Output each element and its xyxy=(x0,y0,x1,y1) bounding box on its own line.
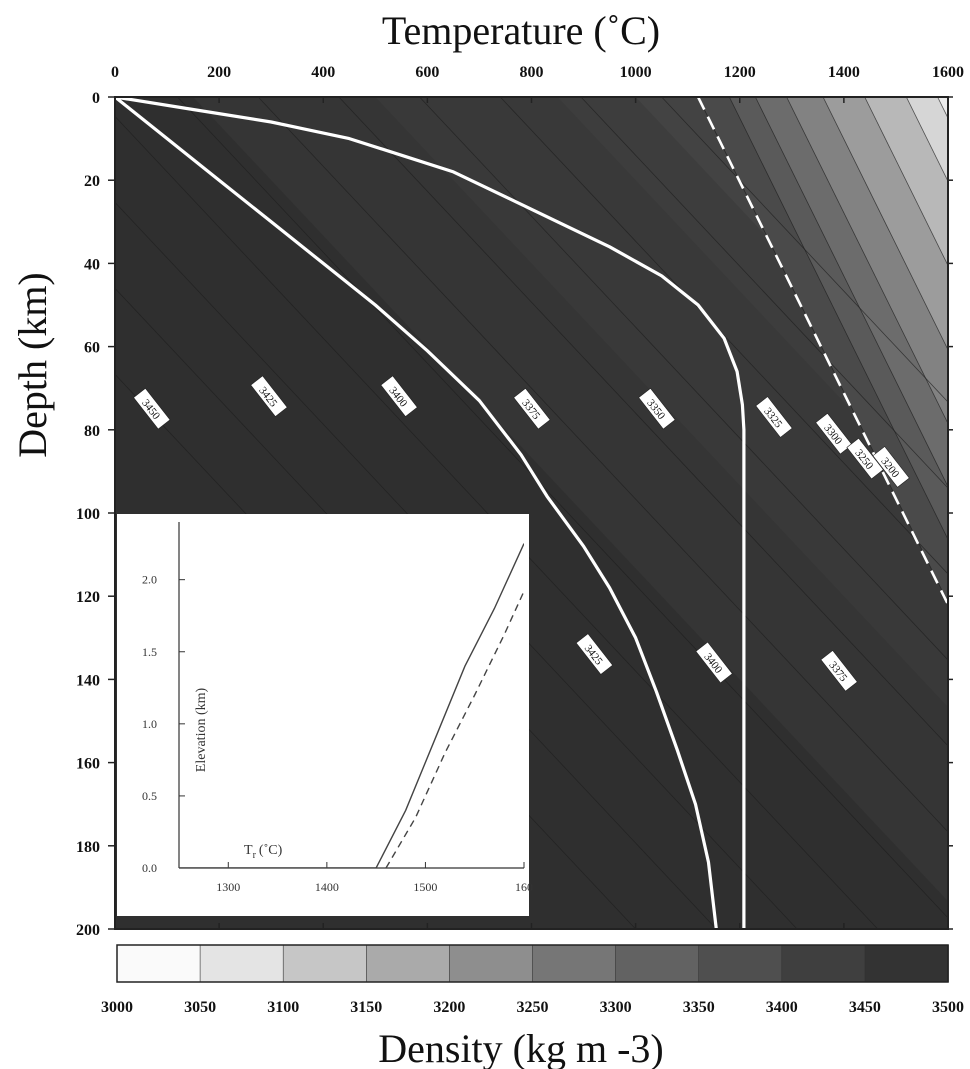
colorbar-tick-label: 3250 xyxy=(517,999,549,1016)
elevation-inset: 1300 1400 1500 160 0.0 0.5 1.0 1.5 2.0 Elevation… xyxy=(117,514,533,916)
x-tick-label: 1000 xyxy=(620,64,652,81)
inset-x-axis-label: Tr (˚C) xyxy=(244,843,283,861)
colorbar-tick-label: 3050 xyxy=(184,999,216,1016)
colorbar-tick-label: 3400 xyxy=(766,999,798,1016)
inset-y-tick-label: 1.0 xyxy=(142,717,157,731)
y-tick-label: 200 xyxy=(76,922,100,939)
x-tick-label: 0 xyxy=(111,64,119,81)
inset-axis-ticks: 1300 1400 1500 160 0.0 0.5 1.0 1.5 2.0 xyxy=(142,573,533,894)
density-contours xyxy=(115,97,948,929)
contour-line xyxy=(419,97,948,661)
colorbar-swatch xyxy=(864,944,949,983)
inset-series-line xyxy=(385,590,524,868)
contour-line xyxy=(580,97,948,489)
y-tick-label: 180 xyxy=(76,839,100,856)
colorbar-swatch xyxy=(282,944,368,983)
colorbar-tick-labels: 3000 3050 3100 3150 3200 3250 3300 3350 3400 3450… xyxy=(101,999,964,1016)
colorbar-swatch xyxy=(449,944,534,983)
x-tick-label: 1200 xyxy=(724,64,756,81)
geotherm-line xyxy=(696,97,948,606)
geotherm-curves xyxy=(115,97,948,929)
colorbar-tick-label: 3300 xyxy=(600,999,632,1016)
inset-x-tick-label: 160 xyxy=(515,880,533,894)
x-tick-label: 200 xyxy=(207,64,231,81)
inset-y-tick-label: 0.0 xyxy=(142,861,157,875)
y-tick-label: 20 xyxy=(84,173,100,190)
colorbar-swatch xyxy=(199,944,285,983)
contour-line xyxy=(177,97,948,919)
y-axis-title: Depth (km) xyxy=(10,272,55,458)
x-axis-ticks: 0 200 400 600 800 1000 1200 1400 1600 xyxy=(111,64,964,929)
colorbar-tick-label: 3200 xyxy=(433,999,465,1016)
x-tick-label: 1400 xyxy=(828,64,860,81)
inset-y-tick-label: 0.5 xyxy=(142,789,157,803)
colorbar-swatch xyxy=(532,944,617,983)
colorbar-tick-label: 3500 xyxy=(932,999,964,1016)
colorbar-swatch xyxy=(781,944,866,983)
y-tick-label: 140 xyxy=(76,672,100,689)
inset-series-line xyxy=(375,543,524,868)
colorbar-title: Density (kg m -3) xyxy=(378,1026,664,1069)
contour-line xyxy=(257,97,948,833)
colorbar-tick-label: 3350 xyxy=(683,999,715,1016)
geotherm-line xyxy=(115,97,746,929)
inset-x-tick-label: 1400 xyxy=(315,880,339,894)
y-tick-label: 100 xyxy=(76,506,100,523)
contour-line xyxy=(728,97,948,541)
colorbar-tick-label: 3100 xyxy=(267,999,299,1016)
contour-line xyxy=(115,287,717,929)
x-tick-label: 400 xyxy=(311,64,335,81)
y-tick-label: 160 xyxy=(76,756,100,773)
colorbar-tick-label: 3150 xyxy=(350,999,382,1016)
contour-line xyxy=(755,97,948,488)
y-axis-ticks: 0 20 40 60 80 100 120 140 160 180 200 xyxy=(76,90,953,939)
contour-line xyxy=(786,97,948,425)
y-tick-label: 40 xyxy=(84,256,100,273)
x-axis-title: Temperature (˚C) xyxy=(382,8,660,53)
x-tick-label: 1600 xyxy=(932,64,964,81)
contour-line xyxy=(499,97,948,575)
inset-y-axis-label: Elevation (km) xyxy=(194,687,209,772)
inset-background xyxy=(117,514,529,916)
y-tick-label: 80 xyxy=(84,423,100,440)
inset-x-tick-label: 1500 xyxy=(413,880,437,894)
contour-line xyxy=(115,201,798,929)
y-tick-label: 0 xyxy=(92,90,100,107)
colorbar-swatch xyxy=(698,944,783,983)
density-colorbar xyxy=(116,944,949,983)
contour-line xyxy=(338,97,948,747)
contour-line xyxy=(822,97,948,351)
contour-line xyxy=(661,97,948,403)
inset-elevation-curves xyxy=(179,543,524,868)
contour-line xyxy=(115,115,879,929)
colorbar-tick-label: 3000 xyxy=(101,999,133,1016)
x-tick-label: 800 xyxy=(520,64,544,81)
colorbar-tick-label: 3450 xyxy=(849,999,881,1016)
colorbar-swatch xyxy=(615,944,700,983)
inset-y-tick-label: 2.0 xyxy=(142,573,157,587)
contour-line xyxy=(864,97,948,267)
x-tick-label: 600 xyxy=(415,64,439,81)
inset-y-tick-label: 1.5 xyxy=(142,645,157,659)
geotherm-line xyxy=(115,97,718,929)
y-tick-label: 60 xyxy=(84,340,100,357)
colorbar-swatch xyxy=(365,944,451,983)
y-tick-label: 120 xyxy=(76,589,100,606)
inset-x-tick-label: 1300 xyxy=(216,880,240,894)
colorbar-swatch xyxy=(116,944,201,983)
